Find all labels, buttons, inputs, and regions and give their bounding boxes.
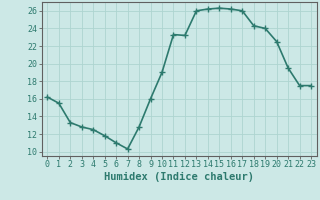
X-axis label: Humidex (Indice chaleur): Humidex (Indice chaleur) (104, 172, 254, 182)
